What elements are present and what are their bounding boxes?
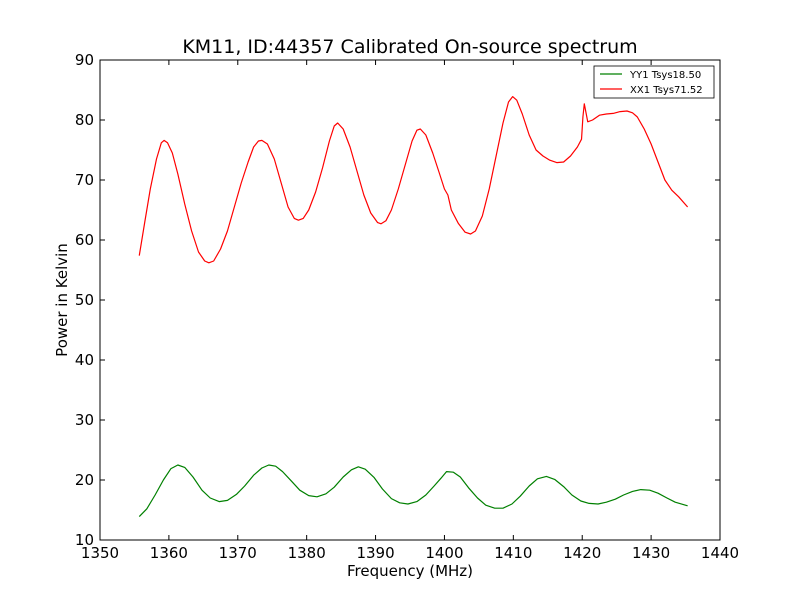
legend-frame bbox=[593, 65, 715, 99]
legend-label-2: XX1 Tsys71.52 bbox=[630, 85, 703, 96]
x-tick-label: 1410 bbox=[494, 544, 532, 562]
y-tick-label: 80 bbox=[75, 111, 94, 129]
series-lines bbox=[138, 95, 689, 518]
x-tick-label: 1400 bbox=[425, 544, 463, 562]
x-tick-label: 1350 bbox=[81, 544, 119, 562]
series-line-1 bbox=[138, 464, 688, 518]
x-tick-label: 1430 bbox=[632, 544, 670, 562]
y-ticks: 10 20 30 40 50 60 70 80 90 bbox=[75, 51, 720, 549]
y-tick-label: 50 bbox=[75, 291, 94, 309]
y-tick-label: 20 bbox=[75, 471, 94, 489]
x-tick-label: 1440 bbox=[701, 544, 739, 562]
legend-label-1: YY1 Tsys18.50 bbox=[629, 70, 701, 81]
x-tick-label: 1380 bbox=[288, 544, 326, 562]
x-tick-label: 1420 bbox=[563, 544, 601, 562]
y-tick-label: 60 bbox=[75, 231, 94, 249]
x-ticks: 1350 1360 1370 1380 1390 1400 1410 1420 1430 1440 bbox=[81, 60, 739, 562]
y-tick-label: 10 bbox=[75, 531, 94, 549]
legend: YY1 Tsys18.50 XX1 Tsys71.52 bbox=[593, 65, 715, 99]
x-tick-label: 1370 bbox=[219, 544, 257, 562]
y-tick-label: 90 bbox=[75, 51, 94, 69]
y-tick-label: 40 bbox=[75, 351, 94, 369]
y-tick-label: 30 bbox=[75, 411, 94, 429]
chart-title: KM11, ID:44357 Calibrated On-source spec… bbox=[182, 36, 637, 58]
x-axis-label: Frequency (MHz) bbox=[347, 562, 473, 580]
x-tick-label: 1390 bbox=[356, 544, 394, 562]
y-tick-label: 70 bbox=[75, 171, 94, 189]
y-axis-label: Power in Kelvin bbox=[53, 243, 71, 357]
series-line-2 bbox=[138, 95, 689, 264]
x-tick-label: 1360 bbox=[150, 544, 188, 562]
